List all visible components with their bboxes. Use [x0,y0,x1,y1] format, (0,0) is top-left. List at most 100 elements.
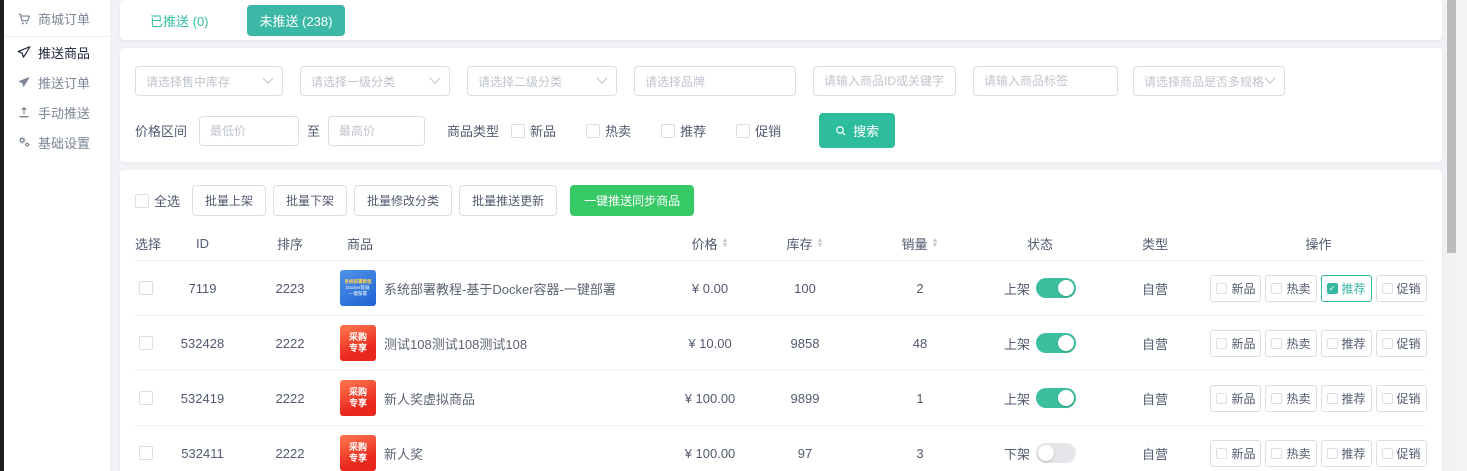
header-id: ID [196,235,209,251]
product-type: 自营 [1141,446,1168,462]
row-select-checkbox[interactable] [139,336,153,350]
tag-promo-button[interactable]: 促销 [1375,329,1427,357]
status-label: 上架 [1003,391,1030,407]
sidebar-item-push-products[interactable]: 推送商品 [4,37,110,67]
tag-new-button[interactable]: 新品 [1210,274,1262,302]
stock-sort-control[interactable]: ▲ ▼ [816,237,824,249]
tag-new-button[interactable]: 新品 [1210,384,1262,412]
batch-push-update-button[interactable]: 批量推送更新 [459,185,558,216]
row-select-checkbox[interactable] [139,391,153,405]
sidebar-item-label: 基础设置 [38,135,91,151]
header-price-label: 价格 [691,236,718,252]
tag-promo-button[interactable]: 促销 [1375,274,1427,302]
product-tag-input[interactable] [973,66,1118,96]
tag-label: 热卖 [1286,391,1311,406]
sidebar-item-label: 手动推送 [38,105,91,121]
header-sales-label: 销量 [901,236,928,252]
tag-recommend-button[interactable]: 推荐 [1320,384,1372,412]
price-sort-control[interactable]: ▲ ▼ [721,237,729,249]
sidebar-item-label: 推送商品 [38,45,91,61]
batch-off-shelf-button[interactable]: 批量下架 [273,185,348,216]
type-filter-recommend[interactable]: 推荐 [661,121,706,140]
toggle-knob [1058,335,1074,351]
product-sales: 3 [916,445,924,461]
sales-sort-control[interactable]: ▲ ▼ [931,237,939,249]
category2-select[interactable]: 请选择二级分类 [467,66,617,96]
select-all-label: 全选 [154,194,181,209]
keyword-input[interactable] [813,66,956,96]
tab-unpushed[interactable]: 未推送 (238) [246,4,346,36]
status-label: 上架 [1003,336,1030,352]
row-select-checkbox[interactable] [139,281,153,295]
tag-label: 推荐 [1341,446,1366,461]
stock-select-placeholder: 请选择售中库存 [146,74,231,89]
tag-hot-button[interactable]: 热卖 [1265,329,1317,357]
product-sales: 2 [916,280,924,296]
status-label: 上架 [1003,281,1030,297]
sidebar-item-basic-settings[interactable]: 基础设置 [4,127,110,157]
header-type: 类型 [1141,236,1168,252]
search-button[interactable]: 搜索 [819,113,896,148]
sidebar-item-manual-push[interactable]: 手动推送 [4,97,110,127]
category1-placeholder: 请选择一级分类 [311,74,396,89]
select-all[interactable]: 全选 [135,191,180,210]
row-select-checkbox[interactable] [139,446,153,460]
batch-on-shelf-button[interactable]: 批量上架 [192,185,267,216]
multi-spec-select[interactable]: 请选择商品是否多规格 [1133,66,1285,96]
category1-select[interactable]: 请选择一级分类 [300,66,450,96]
status-toggle[interactable] [1036,333,1076,353]
one-click-sync-button[interactable]: 一键推送同步商品 [570,185,695,216]
filter-panel: 请选择售中库存 请选择一级分类 请选择二级分类 请选择品牌 请选择商品是否多规格 [120,48,1442,162]
max-price-input[interactable] [328,115,426,146]
product-thumbnail: 采购 专享 [340,325,376,361]
table-header-row: 选择 ID 排序 商品 价格 ▲ ▼ 库存 ▲ ▼ 销量 ▲ ▼ 状态 类型 操作 [135,226,1427,260]
tag-new-button[interactable]: 新品 [1210,439,1262,467]
status-toggle[interactable] [1036,278,1076,298]
tag-hot-button[interactable]: 热卖 [1265,439,1317,467]
header-stock: 库存 ▲ ▼ [750,234,860,253]
checkbox [511,123,526,138]
tag-promo-button[interactable]: 促销 [1375,384,1427,412]
product-id: 532411 [181,445,224,461]
tag-checkbox [1271,447,1283,459]
stock-select[interactable]: 请选择售中库存 [135,66,283,96]
table-row: 7119 2223 系统部署教程 Docker容器 一键部署 系统部署教程-基于Do… [135,260,1427,315]
category2-placeholder: 请选择二级分类 [478,74,563,89]
row-actions: 新品 热卖 推荐 促销 [1210,384,1427,412]
tag-label: 推荐 [1341,336,1366,351]
brand-select[interactable]: 请选择品牌 [634,66,796,96]
tag-promo-button[interactable]: 促销 [1375,439,1427,467]
sidebar-item-mall-orders[interactable]: 商城订单 [4,4,110,37]
tag-recommend-button[interactable]: 推荐 [1320,329,1372,357]
send-outline-icon [17,46,31,58]
tag-hot-button[interactable]: 热卖 [1265,384,1317,412]
table-row: 532419 2222 采购 专享 新人奖虚拟商品 ¥ 100.00 9899 1… [135,370,1427,425]
product-type: 自营 [1141,281,1168,297]
header-sort: 排序 [276,236,303,252]
tag-label: 促销 [1396,446,1421,461]
search-icon [836,125,846,136]
type-filter-new[interactable]: 新品 [511,121,556,140]
min-price-input[interactable] [199,115,300,146]
batch-edit-category-button[interactable]: 批量修改分类 [354,185,453,216]
product-table-panel: 全选 批量上架 批量下架 批量修改分类 批量推送更新 一键推送同步商品 选择 I… [120,170,1442,471]
tag-new-button[interactable]: 新品 [1210,329,1262,357]
cart-icon [18,13,31,24]
scrollbar-track[interactable] [1447,0,1456,471]
upload-icon [19,106,29,118]
tag-checkbox [1271,337,1283,349]
status-toggle[interactable] [1036,443,1076,463]
tag-label: 热卖 [1286,336,1311,351]
tag-recommend-button[interactable]: 推荐 [1320,439,1372,467]
sidebar-item-push-orders[interactable]: 推送订单 [4,67,110,97]
tag-recommend-button[interactable]: ✓ 推荐 [1320,274,1372,302]
type-filter-hot[interactable]: 热卖 [586,121,631,140]
table-row: 532411 2222 采购 专享 新人奖 ¥ 100.00 97 3 下架 自营… [135,425,1427,471]
tab-pushed[interactable]: 已推送 (0) [150,13,209,29]
scrollbar-thumb[interactable] [1447,0,1456,253]
type-filter-promo[interactable]: 促销 [736,121,781,140]
row-actions: 新品 热卖 ✓ 推荐 促销 [1210,274,1427,302]
status-toggle[interactable] [1036,388,1076,408]
product-type: 自营 [1141,391,1168,407]
tag-hot-button[interactable]: 热卖 [1265,274,1317,302]
